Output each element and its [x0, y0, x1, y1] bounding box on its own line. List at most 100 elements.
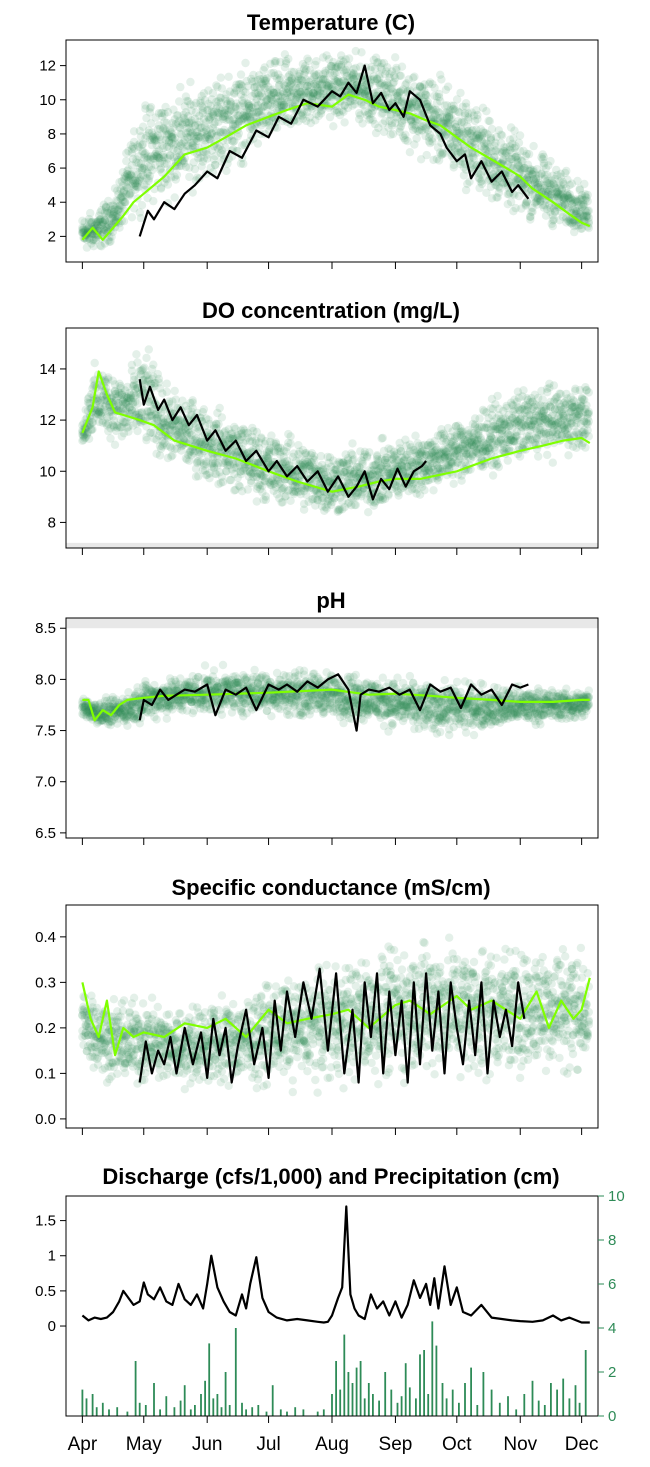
obs-point [528, 208, 536, 216]
obs-point [486, 117, 494, 125]
y-tick-label: 10 [39, 92, 56, 109]
obs-point [365, 448, 373, 456]
obs-point [585, 417, 593, 425]
obs-point [149, 197, 157, 205]
obs-point [133, 427, 141, 435]
obs-point [580, 180, 588, 188]
x-ticks [82, 548, 581, 555]
temperature-panel: Temperature (C) 2 4 6 8 10 12 [39, 10, 598, 269]
y-tick-label: 8 [48, 126, 56, 143]
obs-point [406, 148, 414, 156]
obs-point [239, 160, 247, 168]
obs-point [349, 455, 357, 463]
obs-point [357, 48, 365, 56]
obs-point [473, 111, 481, 119]
obs-point [149, 361, 157, 369]
obs-point [286, 432, 294, 440]
ph-title: pH [316, 588, 345, 613]
do-title: DO concentration (mg/L) [202, 298, 460, 323]
y-tick-label: 6 [48, 160, 56, 177]
obs-point [525, 150, 533, 158]
plot-area [66, 618, 598, 739]
obs-point [284, 55, 292, 63]
obs-point [489, 471, 497, 479]
y-axis: 2 4 6 8 10 12 [39, 58, 66, 246]
obs-point [132, 350, 140, 358]
obs-point [515, 139, 523, 147]
obs-point [504, 456, 512, 464]
obs-point [516, 131, 524, 139]
obs-point [138, 201, 146, 209]
temperature-title: Temperature (C) [247, 10, 415, 35]
obs-point [267, 431, 275, 439]
plot-area [78, 47, 593, 252]
y-tick-label: 14 [39, 361, 56, 378]
obs-point [379, 434, 387, 442]
obs-point [189, 396, 197, 404]
obs-point [111, 441, 119, 449]
obs-point [286, 439, 294, 447]
obs-point [85, 435, 93, 443]
obs-point [398, 62, 406, 70]
obs-point [91, 359, 99, 367]
obs-point [352, 501, 360, 509]
obs-point [495, 463, 503, 471]
obs-point [420, 486, 428, 494]
obs-point [329, 122, 337, 130]
obs-point [450, 480, 458, 488]
obs-point [581, 443, 589, 451]
obs-point [186, 78, 194, 86]
obs-point [429, 486, 437, 494]
obs-point [465, 178, 473, 186]
obs-point [171, 387, 179, 395]
obs-point [222, 167, 230, 175]
obs-point [543, 451, 551, 459]
obs-point [237, 70, 245, 78]
obs-point [585, 410, 593, 418]
obs-point [585, 207, 593, 215]
obs-point [262, 496, 270, 504]
obs-point [163, 388, 171, 396]
plot-area [66, 345, 598, 548]
obs-point [86, 209, 94, 217]
y-tick-label: 12 [39, 58, 56, 75]
obs-point [411, 432, 419, 440]
obs-point [241, 59, 249, 67]
obs-point [163, 380, 171, 388]
obs-point [475, 414, 483, 422]
obs-point [437, 75, 445, 83]
faded-band [66, 543, 598, 548]
obs-point [410, 73, 418, 81]
obs-point [163, 715, 171, 723]
obs-point [133, 358, 141, 366]
obs-point [456, 89, 464, 97]
x-ticks [82, 262, 581, 269]
y-tick-label: 8 [48, 514, 56, 531]
obs-point [585, 432, 593, 440]
obs-point [133, 400, 141, 408]
obs-point [142, 354, 150, 362]
ph-panel: pH 6.57.07.58.08.5 [35, 588, 598, 845]
obs-point [498, 131, 506, 139]
obs-point [152, 715, 160, 723]
y-tick-label: 4 [48, 194, 56, 211]
obs-point [254, 139, 262, 147]
obs-point [585, 388, 593, 396]
obs-point [145, 345, 153, 353]
obs-point [564, 451, 572, 459]
obs-point [444, 83, 452, 91]
obs-point [128, 213, 136, 221]
obs-point [216, 404, 224, 412]
obs-point [364, 508, 372, 516]
y-tick-label: 12 [39, 412, 56, 429]
obs-point [546, 157, 554, 165]
obs-point [348, 439, 356, 447]
obs-point [562, 167, 570, 175]
obs-point [200, 405, 208, 413]
obs-point [423, 151, 431, 159]
y-tick-label: 2 [48, 228, 56, 245]
